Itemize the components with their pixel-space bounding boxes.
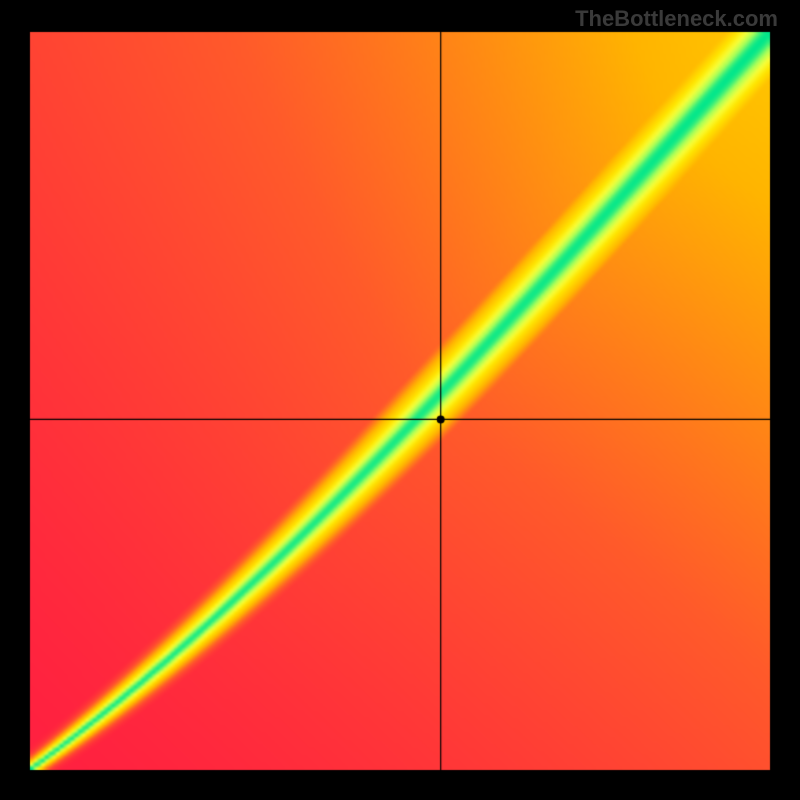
attribution-label: TheBottleneck.com	[575, 6, 778, 32]
bottleneck-heatmap	[0, 0, 800, 800]
